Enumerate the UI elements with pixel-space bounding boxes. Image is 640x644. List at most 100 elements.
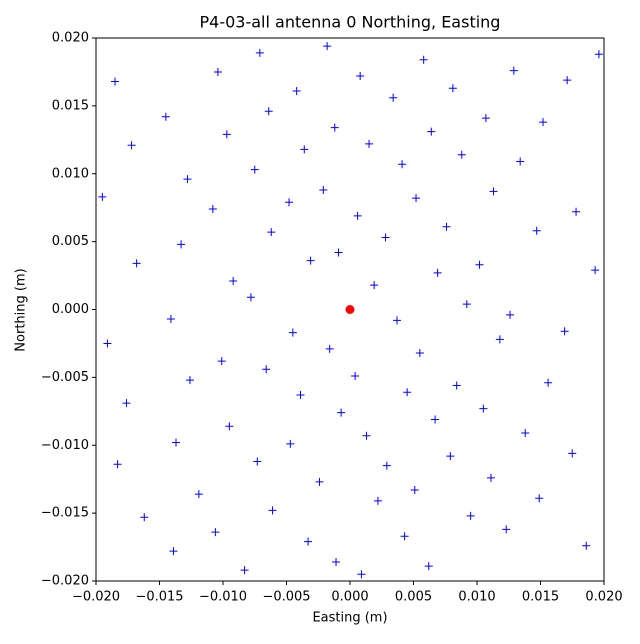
point bbox=[351, 372, 360, 381]
y-tick-label: 0.000 bbox=[52, 302, 89, 317]
point bbox=[403, 388, 412, 397]
point bbox=[169, 547, 178, 556]
point bbox=[431, 415, 440, 424]
x-tick-label: 0.010 bbox=[458, 590, 495, 605]
point bbox=[466, 511, 475, 520]
point bbox=[185, 376, 194, 385]
point bbox=[334, 248, 343, 257]
point bbox=[229, 276, 238, 285]
point bbox=[262, 365, 271, 374]
point bbox=[362, 431, 371, 440]
point bbox=[424, 562, 433, 571]
point bbox=[225, 422, 234, 431]
point bbox=[122, 399, 131, 408]
point bbox=[208, 205, 217, 214]
point bbox=[446, 452, 455, 461]
point bbox=[462, 300, 471, 309]
y-tick-label: 0.005 bbox=[52, 234, 89, 249]
point bbox=[382, 461, 391, 470]
point bbox=[345, 305, 355, 314]
point bbox=[563, 76, 572, 85]
point bbox=[319, 186, 328, 195]
point bbox=[337, 408, 346, 417]
point bbox=[315, 477, 324, 486]
x-tick-label: 0.020 bbox=[585, 590, 622, 605]
point bbox=[177, 240, 186, 249]
point bbox=[356, 72, 365, 81]
x-tick-label: −0.010 bbox=[199, 590, 247, 605]
point bbox=[194, 490, 203, 499]
point bbox=[306, 256, 315, 265]
point bbox=[370, 281, 379, 290]
x-axis-label: Easting (m) bbox=[312, 611, 387, 626]
point bbox=[509, 66, 518, 75]
point bbox=[288, 328, 297, 337]
point bbox=[172, 438, 181, 447]
point bbox=[486, 473, 495, 482]
chart-title: P4-03-all antenna 0 Northing, Easting bbox=[200, 13, 501, 32]
point bbox=[365, 139, 374, 148]
point bbox=[264, 107, 273, 116]
point bbox=[495, 335, 504, 344]
point bbox=[457, 150, 466, 159]
point bbox=[161, 112, 170, 121]
point bbox=[166, 315, 175, 324]
x-tick-label: −0.015 bbox=[135, 590, 183, 605]
point bbox=[521, 429, 530, 438]
point bbox=[516, 157, 525, 166]
point bbox=[392, 316, 401, 325]
y-tick-label: 0.010 bbox=[52, 166, 89, 181]
point bbox=[419, 55, 428, 64]
point bbox=[113, 460, 122, 469]
point bbox=[111, 77, 120, 86]
point bbox=[535, 494, 544, 503]
point bbox=[544, 378, 553, 387]
point bbox=[304, 537, 313, 546]
point bbox=[357, 570, 366, 579]
point bbox=[286, 439, 295, 448]
point bbox=[325, 344, 334, 353]
y-tick-label: −0.010 bbox=[41, 438, 89, 453]
point bbox=[211, 528, 220, 537]
point bbox=[213, 67, 222, 76]
point bbox=[323, 42, 332, 51]
point bbox=[594, 50, 603, 59]
point bbox=[506, 310, 515, 319]
point bbox=[98, 192, 107, 201]
point bbox=[127, 141, 136, 150]
y-tick-label: −0.015 bbox=[41, 506, 89, 521]
point bbox=[568, 449, 577, 458]
point bbox=[222, 130, 231, 139]
point bbox=[582, 541, 591, 550]
y-tick-label: −0.005 bbox=[41, 370, 89, 385]
point bbox=[489, 187, 498, 196]
point bbox=[285, 198, 294, 207]
point bbox=[250, 165, 259, 174]
x-tick-label: −0.020 bbox=[72, 590, 120, 605]
x-tick-label: 0.015 bbox=[522, 590, 559, 605]
point bbox=[132, 259, 141, 268]
point bbox=[389, 93, 398, 102]
x-tick-label: 0.000 bbox=[331, 590, 368, 605]
point bbox=[398, 160, 407, 169]
y-axis-label: Northing (m) bbox=[14, 268, 29, 351]
point bbox=[427, 127, 436, 136]
point bbox=[300, 145, 309, 154]
point bbox=[353, 211, 362, 220]
x-tick-label: −0.005 bbox=[262, 590, 310, 605]
point bbox=[381, 233, 390, 242]
point bbox=[217, 357, 226, 366]
point bbox=[240, 566, 249, 575]
point bbox=[591, 266, 600, 275]
point bbox=[255, 48, 264, 57]
point bbox=[560, 327, 569, 336]
point bbox=[400, 532, 409, 541]
point bbox=[502, 525, 511, 534]
point bbox=[292, 86, 301, 95]
point bbox=[373, 496, 382, 505]
point bbox=[448, 84, 457, 93]
point bbox=[103, 339, 112, 348]
point bbox=[479, 404, 488, 413]
